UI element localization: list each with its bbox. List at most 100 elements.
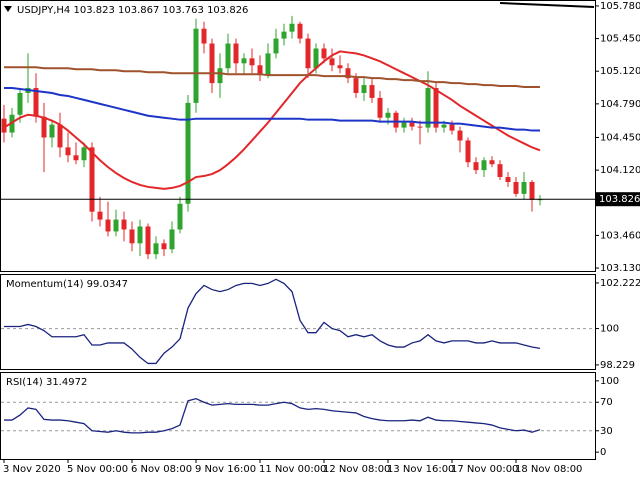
candle-body — [217, 68, 223, 84]
y-tick-label: 105.780 — [600, 1, 640, 12]
momentum-panel — [0, 274, 596, 370]
candle-body — [249, 58, 255, 66]
candle-body — [401, 122, 407, 128]
candle-body — [329, 58, 335, 66]
candle-body — [105, 219, 111, 232]
candle-body — [153, 243, 159, 255]
candle-body — [417, 126, 423, 128]
candle-body — [185, 102, 191, 204]
candle-body — [1, 118, 7, 133]
candle-body — [65, 147, 71, 156]
candle-body — [353, 78, 359, 93]
candle-body — [17, 92, 23, 115]
candle-body — [497, 164, 503, 178]
candle-body — [481, 160, 487, 171]
last-price-box — [596, 192, 640, 207]
candle-body — [145, 226, 151, 255]
candle-body — [369, 85, 375, 98]
y-tick-label: 0 — [600, 447, 606, 458]
y-tick-label: 103.130 — [600, 263, 640, 274]
candle-body — [41, 116, 47, 138]
candle-body — [289, 23, 295, 32]
candle-body — [265, 53, 271, 76]
indicator-line — [4, 87, 540, 132]
y-tick-label: 30 — [600, 426, 613, 437]
candle-body — [81, 147, 87, 161]
candle-body — [321, 48, 327, 59]
price-title: USDJPY,H4 103.823 103.867 103.763 103.82… — [17, 5, 248, 16]
x-tick-label: 5 Nov 00:00 — [67, 464, 128, 475]
candle-body — [345, 68, 351, 79]
candle-body — [257, 65, 263, 76]
candle-body — [521, 181, 527, 194]
candle-body — [97, 211, 103, 220]
candle-body — [513, 181, 519, 194]
y-tick-label: 104.450 — [600, 132, 640, 143]
candle-body — [385, 112, 391, 118]
candle-body — [241, 58, 247, 64]
trend-line — [499, 2, 595, 8]
candle-body — [457, 130, 463, 141]
y-tick-label: 105.120 — [600, 66, 640, 77]
candle-body — [529, 181, 535, 200]
menu-triangle[interactable] — [4, 6, 12, 12]
candle-body — [193, 28, 199, 103]
candle-body — [225, 43, 231, 69]
candle-body — [233, 43, 239, 64]
x-tick-label: 3 Nov 2020 — [3, 464, 61, 475]
candle-body — [361, 85, 367, 93]
candle-body — [377, 97, 383, 118]
rsi-panel — [0, 372, 596, 460]
candle-body — [201, 28, 207, 44]
y-tick-label: 104.120 — [600, 165, 640, 176]
candle-body — [433, 88, 439, 128]
y-tick-label: 70 — [600, 397, 613, 408]
candle-body — [169, 229, 175, 250]
candle-body — [89, 147, 95, 212]
x-tick-label: 18 Nov 08:00 — [515, 464, 582, 475]
indicator-line — [4, 278, 541, 365]
candle-body — [113, 219, 119, 232]
y-tick-label: 105.450 — [600, 34, 640, 45]
x-tick-label: 12 Nov 08:00 — [323, 464, 390, 475]
momentum-title: Momentum(14) 99.0347 — [6, 279, 128, 290]
candle-body — [177, 203, 183, 230]
candle-body — [161, 243, 167, 250]
candle-body — [121, 219, 127, 230]
x-tick-label: 6 Nov 08:00 — [131, 464, 192, 475]
candle-body — [489, 160, 495, 165]
x-tick-label: 13 Nov 16:00 — [387, 464, 454, 475]
candle-body — [393, 112, 399, 128]
candle-body — [473, 162, 479, 171]
candle-body — [281, 31, 287, 39]
price-panel — [0, 0, 596, 272]
candle-body — [409, 122, 415, 127]
x-tick-label: 11 Nov 00:00 — [259, 464, 326, 475]
x-tick-label: 9 Nov 16:00 — [195, 464, 256, 475]
y-tick-label: 104.790 — [600, 99, 640, 110]
rsi-title: RSI(14) 31.4972 — [6, 377, 87, 388]
candle-body — [297, 23, 303, 39]
candle-body — [337, 65, 343, 69]
candle-body — [33, 88, 39, 117]
candle-body — [73, 155, 79, 161]
y-tick-label: 100 — [600, 324, 619, 335]
y-tick-label: 98.229 — [600, 360, 635, 371]
x-tick-label: 17 Nov 00:00 — [451, 464, 518, 475]
candle-body — [273, 38, 279, 54]
candle-body — [49, 124, 55, 138]
candle-body — [441, 124, 447, 128]
y-tick-label: 100 — [600, 376, 619, 387]
candle-body — [313, 48, 319, 69]
candle-body — [425, 88, 431, 128]
candle-body — [465, 140, 471, 163]
candle-body — [209, 43, 215, 84]
candle-body — [449, 124, 455, 131]
candle-body — [129, 229, 135, 244]
candle-body — [137, 226, 143, 244]
indicator-line — [4, 66, 540, 89]
y-tick-label: 103.460 — [600, 230, 640, 241]
indicator-line — [4, 397, 541, 434]
